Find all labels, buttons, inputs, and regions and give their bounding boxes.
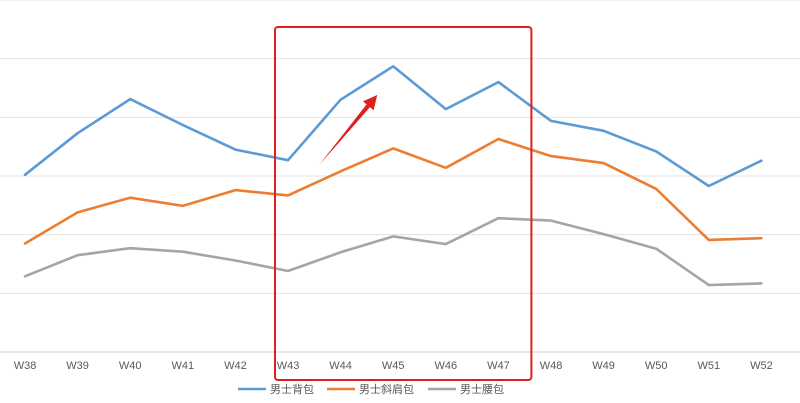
x-tick-label: W42 [224,360,247,372]
x-tick-label: W47 [487,360,510,372]
x-tick-label: W39 [66,360,89,372]
gridlines [0,0,800,353]
x-tick-label: W51 [697,360,720,372]
x-tick-label: W38 [14,360,37,372]
legend: 男士背包 男士斜肩包 男士腰包 [238,382,504,396]
series-line-2 [23,137,763,245]
legend-item: 男士斜肩包 [327,382,414,396]
x-tick-label: W48 [540,360,563,372]
x-tick-label: W52 [750,360,773,372]
arrow-shaft [319,104,370,165]
arrow-annotation [319,95,378,165]
annotations [274,26,533,381]
x-tick-label: W49 [592,360,615,372]
x-tick-label: W45 [382,360,405,372]
legend-label: 男士背包 [270,382,314,396]
x-tick-label: W41 [171,360,194,372]
legend-item: 男士腰包 [428,383,504,396]
x-tick-label: W50 [645,360,668,372]
series-line-3 [23,216,763,287]
x-tick-label: W40 [119,360,142,372]
x-tick-label: W43 [277,360,300,372]
legend-label: 男士腰包 [460,383,504,396]
legend-label: 男士斜肩包 [359,382,414,396]
legend-item: 男士背包 [238,382,314,396]
series-line-1 [23,65,763,188]
arrow-head [362,95,378,111]
x-axis-tick-labels: W38 W39 W40 W41 W42 W43 W44 W45 W46 W47 W48 W49 W50 W… [14,360,773,372]
x-tick-label: W46 [434,360,457,372]
highlight-box [274,26,533,381]
series-lines [23,65,763,287]
x-tick-label: W44 [329,360,352,372]
